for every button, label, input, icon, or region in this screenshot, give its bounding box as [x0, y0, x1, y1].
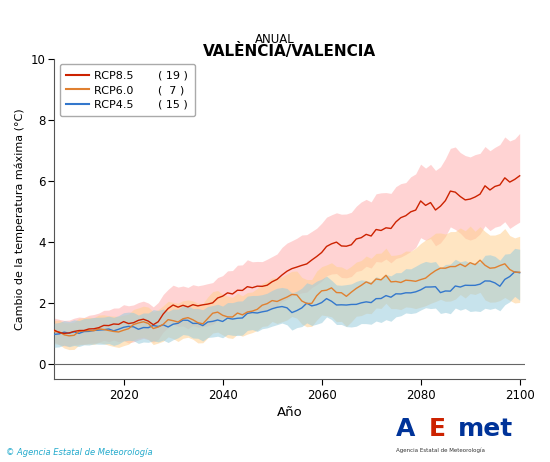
Text: Agencia Estatal de Meteorología: Agencia Estatal de Meteorología — [396, 448, 485, 453]
Legend: RCP8.5       ( 19 ), RCP6.0       (  7 ), RCP4.5       ( 15 ): RCP8.5 ( 19 ), RCP6.0 ( 7 ), RCP4.5 ( 15… — [60, 64, 195, 116]
Text: A: A — [396, 417, 415, 441]
Title: VALÈNCIA/VALENCIA: VALÈNCIA/VALENCIA — [203, 43, 376, 59]
Text: ANUAL: ANUAL — [255, 33, 295, 46]
X-axis label: Año: Año — [277, 406, 302, 419]
Text: met: met — [458, 417, 514, 441]
Y-axis label: Cambio de la temperatura máxima (°C): Cambio de la temperatura máxima (°C) — [15, 108, 25, 330]
Text: E: E — [428, 417, 446, 441]
Text: © Agencia Estatal de Meteorología: © Agencia Estatal de Meteorología — [6, 449, 152, 457]
